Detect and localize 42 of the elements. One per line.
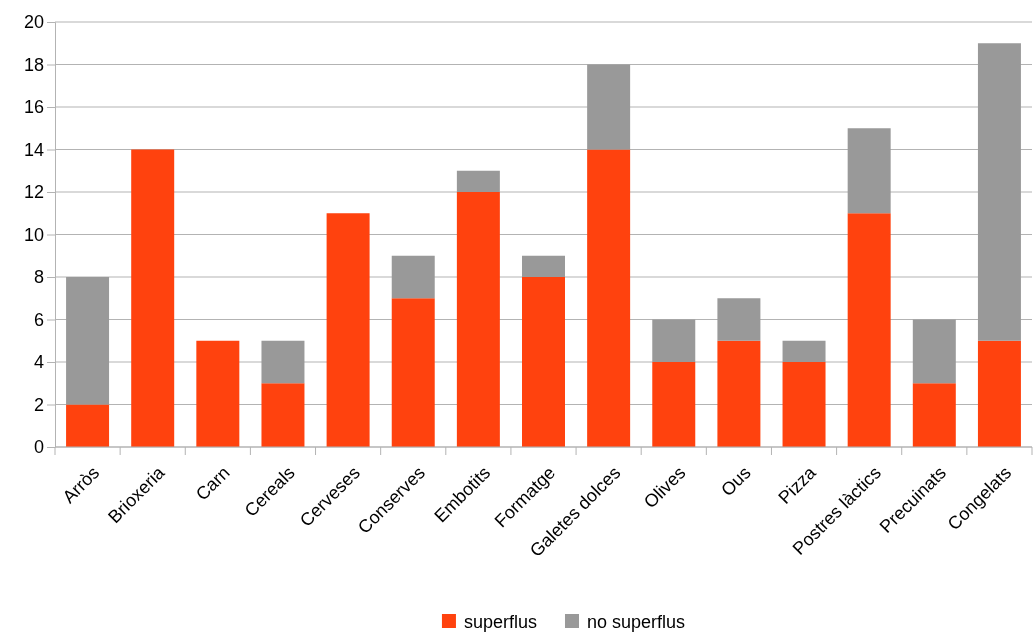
y-tick-label: 12: [23, 182, 44, 203]
bar: [66, 277, 110, 405]
bar: [847, 128, 891, 214]
y-tick-label: 14: [23, 139, 44, 160]
x-tick-label: Ous: [717, 462, 755, 501]
bar: [456, 192, 500, 447]
bar: [977, 340, 1021, 447]
bar: [261, 340, 305, 384]
bar: [522, 277, 565, 447]
bar: [131, 149, 175, 447]
legend-label: superflus: [463, 612, 537, 632]
y-tick-label: 8: [33, 267, 44, 288]
bar: [261, 383, 305, 447]
y-tick-label: 6: [33, 309, 44, 330]
y-tick-label: 20: [23, 12, 44, 33]
bar: [847, 213, 891, 447]
bar: [326, 213, 370, 447]
bar: [587, 64, 631, 150]
bar: [196, 340, 240, 447]
bar: [782, 362, 826, 447]
y-tick-label: 4: [33, 352, 44, 373]
bar: [587, 149, 631, 447]
bar: [717, 340, 761, 447]
y-tick-label: 10: [23, 224, 44, 245]
bar: [391, 255, 435, 299]
y-tick-label: 2: [33, 394, 44, 415]
x-tick-label: Carn: [191, 462, 234, 505]
bar: [717, 298, 761, 341]
legend-label: no superflus: [586, 612, 686, 632]
bar: [391, 298, 435, 447]
bar: [912, 319, 956, 384]
y-tick-label: 18: [23, 54, 44, 75]
bar: [977, 43, 1021, 341]
bar: [652, 319, 696, 362]
bar: [782, 340, 826, 362]
bar: [66, 404, 110, 447]
bar: [912, 383, 956, 447]
y-tick-label: 0: [33, 437, 44, 458]
bar: [522, 255, 565, 277]
bar: [652, 362, 696, 447]
y-tick-label: 16: [23, 97, 44, 118]
bar: [456, 170, 500, 192]
